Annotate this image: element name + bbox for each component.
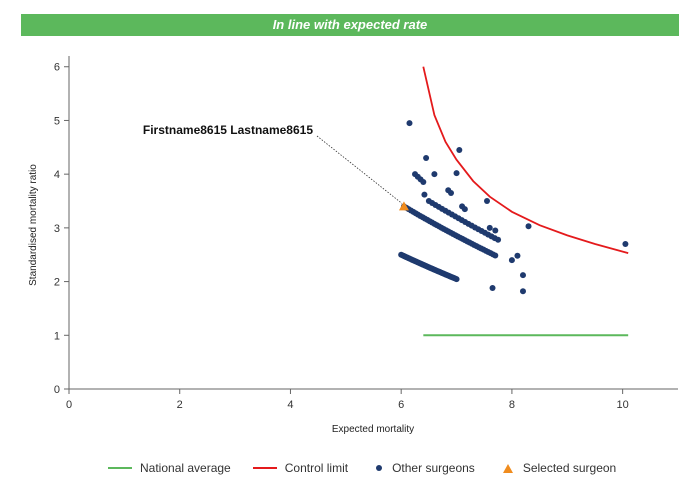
legend-item-control-limit: Control limit: [252, 461, 349, 475]
surgeon-point: [492, 227, 499, 234]
legend-label-selected-surgeon: Selected surgeon: [522, 461, 617, 475]
surgeon-point: [456, 146, 463, 153]
status-banner: In line with expected rate: [21, 14, 679, 36]
surgeon-point: [420, 179, 427, 186]
y-tick-label: 0: [54, 384, 60, 396]
legend-item-national-average: National average: [108, 461, 231, 475]
surgeon-point: [423, 155, 430, 162]
y-tick-label: 6: [54, 62, 60, 74]
x-axis-label: Expected mortality: [332, 424, 414, 435]
selected-surgeon-swatch: [502, 463, 513, 473]
y-tick-label: 2: [54, 277, 60, 289]
surgeon-point: [519, 288, 526, 295]
national-average-swatch: [108, 467, 132, 469]
y-tick-label: 5: [54, 115, 60, 127]
surgeon-point: [448, 189, 455, 196]
y-tick-label: 1: [54, 330, 60, 342]
surgeon-point: [525, 223, 532, 230]
annotation: Firstname8615 Lastname8615: [143, 123, 403, 204]
legend-label-control-limit: Control limit: [284, 461, 349, 475]
surgeon-point: [519, 272, 526, 279]
control-limit-swatch: [252, 467, 277, 469]
surgeon-point: [421, 191, 428, 198]
x-tick-label: 0: [66, 399, 72, 411]
surgeon-point: [489, 285, 496, 292]
legend-item-selected-surgeon: Selected surgeon: [497, 461, 616, 475]
control-limit-curve: [422, 66, 629, 254]
x-tick-label: 2: [177, 399, 183, 411]
funnel-plot: 0 2 4 6 8 10 0 1 2 3 4 5 6 Firstname8615 Lastname861…: [28, 56, 678, 435]
surgeon-point: [495, 236, 502, 243]
other-surgeons-swatch: [376, 465, 383, 471]
y-tick-label: 3: [54, 223, 60, 235]
legend: National average Control limit Other sur…: [108, 459, 638, 477]
surgeon-point: [453, 170, 460, 177]
x-tick-label: 10: [617, 399, 629, 411]
x-tick-label: 6: [398, 399, 404, 411]
annotation-leader-line: [316, 135, 403, 204]
series-points: [398, 120, 629, 295]
surgeon-point: [622, 240, 629, 247]
selected-surgeon-label: Firstname8615 Lastname8615: [143, 123, 313, 137]
y-tick-label: 4: [54, 169, 60, 181]
surgeon-point: [453, 276, 460, 283]
selected-surgeon-marker: [398, 201, 409, 211]
x-tick-label: 8: [509, 399, 515, 411]
series-lines: [422, 66, 629, 337]
surgeon-point: [514, 252, 521, 259]
legend-label-other-surgeons: Other surgeons: [392, 461, 475, 475]
surgeon-point: [492, 252, 499, 259]
legend-item-other-surgeons: Other surgeons: [370, 461, 475, 475]
surgeon-point: [486, 224, 493, 231]
surgeon-point: [406, 120, 413, 127]
axes: 0 2 4 6 8 10 0 1 2 3 4 5 6: [54, 56, 678, 411]
y-axis-label: Standardised mortality ratio: [28, 164, 39, 286]
surgeon-point: [483, 198, 490, 205]
surgeon-point: [431, 171, 438, 178]
surgeon-point: [461, 206, 468, 213]
legend-label-national-average: National average: [140, 461, 231, 475]
x-tick-label: 4: [287, 399, 293, 411]
surgeon-point: [508, 257, 515, 264]
